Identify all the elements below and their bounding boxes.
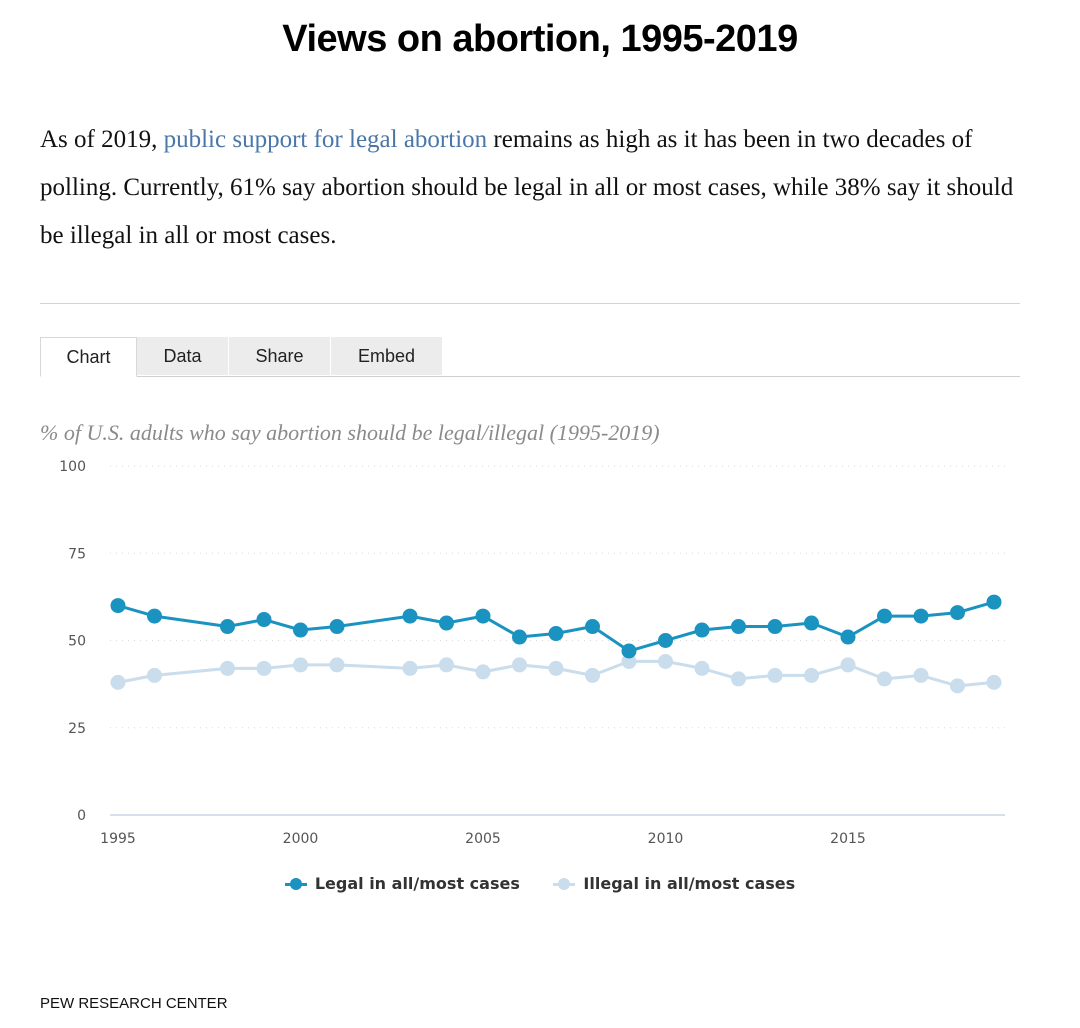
data-point-illegal xyxy=(877,671,892,687)
legend: Legal in all/most cases Illegal in all/m… xyxy=(0,874,1080,894)
data-point-legal xyxy=(147,608,162,624)
tab-data[interactable]: Data xyxy=(137,337,229,375)
data-point-legal xyxy=(585,619,600,635)
data-point-illegal xyxy=(548,660,564,676)
x-tick-label: 2005 xyxy=(465,831,501,847)
data-point-legal xyxy=(402,608,418,624)
y-tick-label: 25 xyxy=(68,721,86,737)
legend-item-illegal[interactable]: Illegal in all/most cases xyxy=(553,874,795,893)
data-point-illegal xyxy=(658,653,673,669)
tab-embed[interactable]: Embed xyxy=(331,337,443,375)
data-point-legal xyxy=(621,643,637,659)
x-tick-label: 2000 xyxy=(283,831,319,847)
data-point-legal xyxy=(950,605,965,621)
legend-marker-legal-icon xyxy=(284,877,307,890)
y-tick-label: 50 xyxy=(68,634,86,650)
source-credit: PEW RESEARCH CENTER xyxy=(40,995,228,1012)
data-point-illegal xyxy=(439,657,454,673)
intro-paragraph: As of 2019, public support for legal abo… xyxy=(40,116,1030,260)
series xyxy=(110,594,1002,694)
data-point-legal xyxy=(804,615,819,631)
gridlines xyxy=(110,465,1005,729)
data-point-legal xyxy=(293,622,308,638)
support-link[interactable]: public support for legal abortion xyxy=(163,126,488,153)
divider xyxy=(40,303,1020,304)
x-tick-label: 2015 xyxy=(830,831,866,847)
axes: 0 25 50 75 100 1995 2000 2005 2010 2015 xyxy=(59,459,1005,847)
data-point-illegal xyxy=(147,667,162,683)
data-point-legal xyxy=(767,619,783,635)
legend-dot xyxy=(289,877,302,890)
legend-item-legal[interactable]: Legal in all/most cases xyxy=(284,874,520,893)
data-point-legal xyxy=(694,622,710,638)
y-tick-label: 100 xyxy=(59,459,86,475)
tab-share[interactable]: Share xyxy=(229,337,331,375)
data-point-legal xyxy=(512,629,527,645)
y-tick-label: 0 xyxy=(77,808,86,824)
data-point-legal xyxy=(329,619,345,635)
data-point-illegal xyxy=(512,657,527,673)
data-point-illegal xyxy=(402,660,418,676)
data-point-legal xyxy=(475,608,491,624)
legend-marker-illegal-icon xyxy=(553,877,576,890)
data-point-legal xyxy=(877,608,892,624)
intro-text-start: As of 2019, xyxy=(40,126,164,153)
tab-chart[interactable]: Chart xyxy=(40,337,137,377)
data-point-legal xyxy=(439,615,454,631)
data-point-illegal xyxy=(731,671,746,687)
data-point-illegal xyxy=(621,653,637,669)
tab-bar: Chart Data Share Embed xyxy=(40,337,1020,377)
data-point-illegal xyxy=(110,674,126,690)
data-point-illegal xyxy=(913,667,929,683)
data-point-legal xyxy=(658,633,673,648)
data-point-legal xyxy=(986,594,1002,610)
data-point-illegal xyxy=(585,667,600,683)
data-point-legal xyxy=(913,608,929,624)
data-point-illegal xyxy=(950,678,965,694)
data-point-illegal xyxy=(694,660,710,676)
intro-text-end: remains as high as it has been in two de… xyxy=(40,126,1014,249)
data-point-illegal xyxy=(840,657,856,673)
data-point-legal xyxy=(256,612,272,628)
data-point-illegal xyxy=(804,667,819,683)
data-point-legal xyxy=(110,598,126,614)
x-tick-label: 1995 xyxy=(100,831,136,847)
data-point-illegal xyxy=(220,660,235,676)
data-point-illegal xyxy=(475,664,491,680)
data-point-legal xyxy=(731,619,746,635)
data-point-illegal xyxy=(986,674,1002,690)
data-point-legal xyxy=(840,629,856,645)
line-chart: 0 25 50 75 100 1995 2000 2005 2010 2015 xyxy=(59,459,1005,847)
data-point-legal xyxy=(220,619,235,635)
data-point-illegal xyxy=(256,660,272,676)
page-title: Views on abortion, 1995-2019 xyxy=(282,18,798,60)
data-point-illegal xyxy=(767,667,783,683)
chart-subtitle: % of U.S. adults who say abortion should… xyxy=(40,420,660,445)
data-point-illegal xyxy=(293,657,308,673)
x-tick-label: 2010 xyxy=(648,831,684,847)
legend-dot xyxy=(558,877,571,890)
legend-label-illegal: Illegal in all/most cases xyxy=(583,874,796,893)
data-point-illegal xyxy=(329,657,345,673)
legend-label-legal: Legal in all/most cases xyxy=(314,874,520,893)
y-tick-label: 75 xyxy=(68,546,86,562)
data-point-legal xyxy=(548,626,564,642)
